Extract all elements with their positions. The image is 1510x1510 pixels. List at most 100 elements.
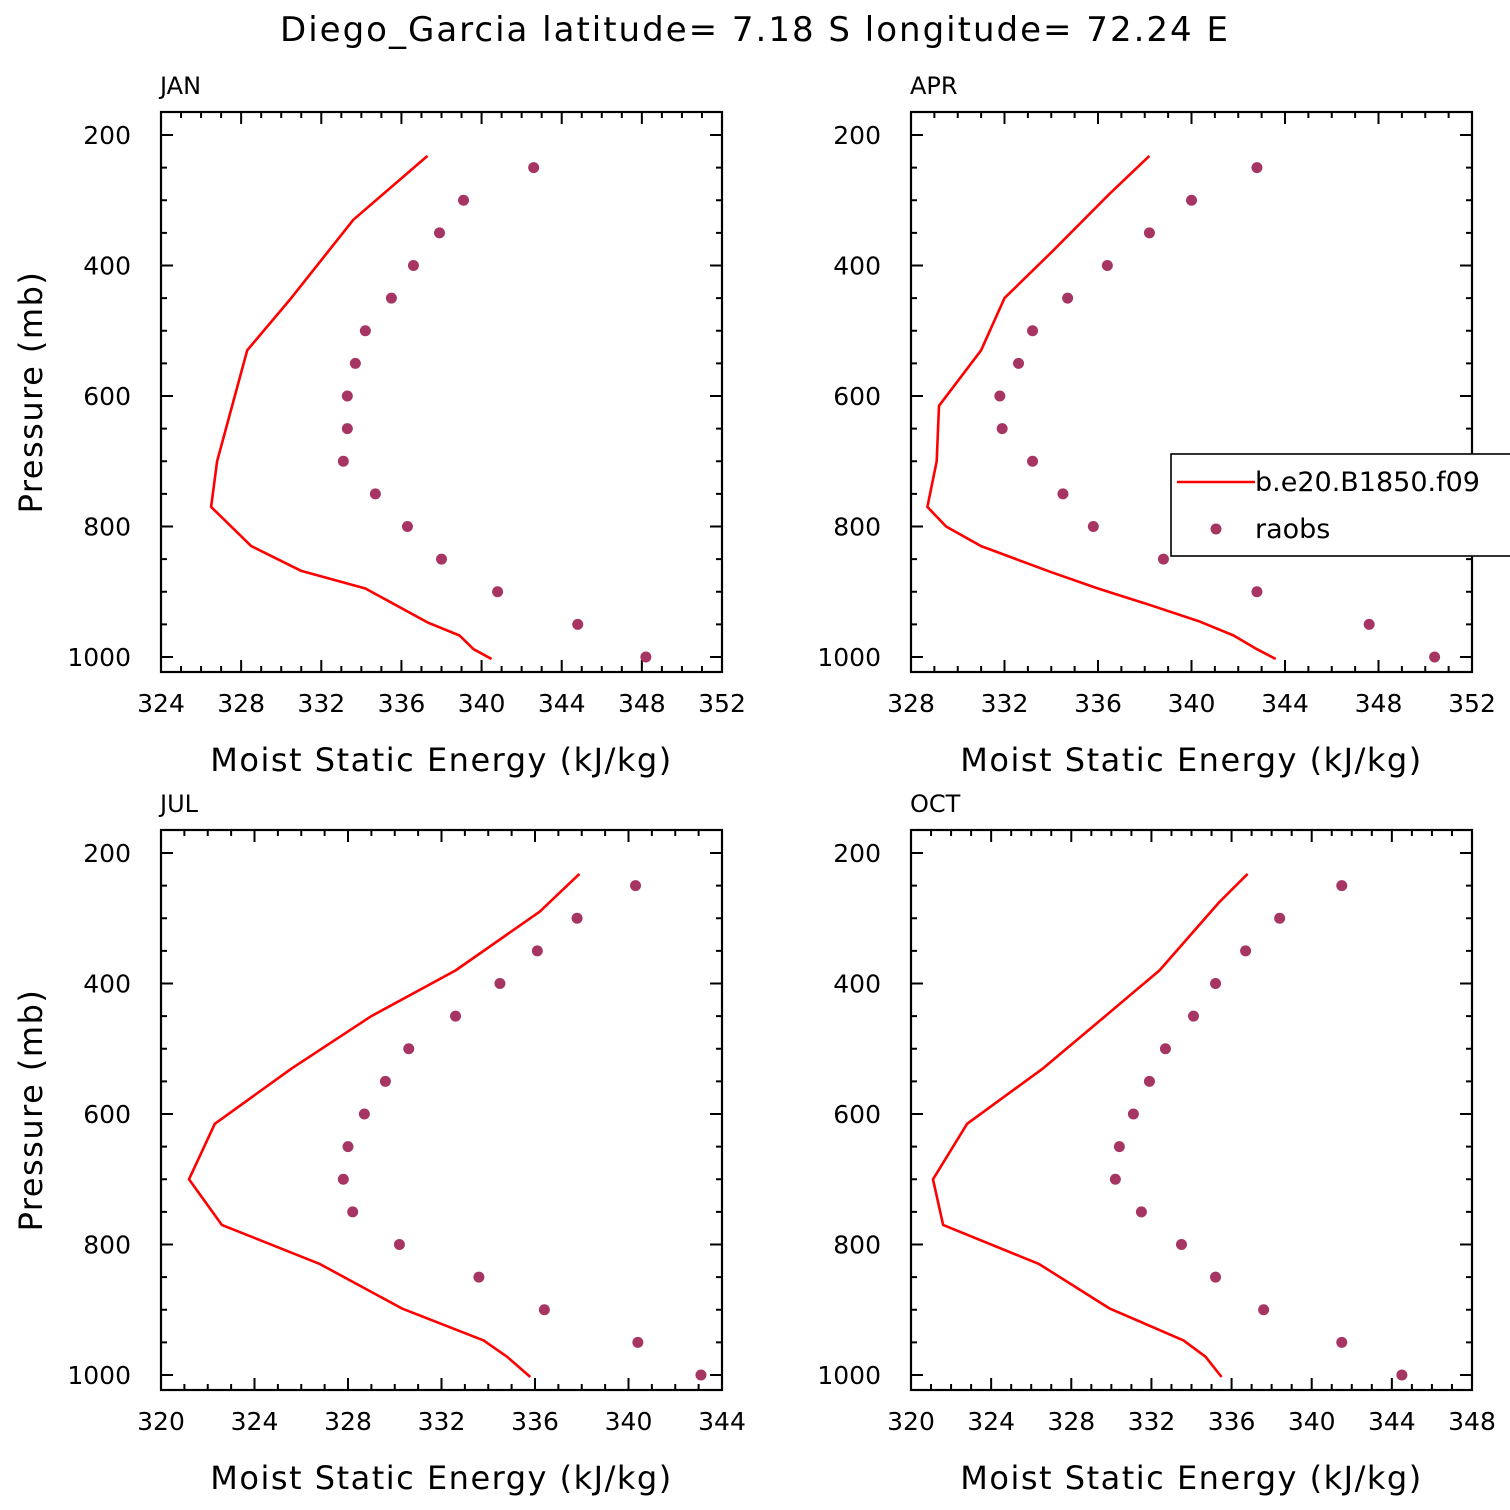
x-tick-label: 336 [511, 1407, 559, 1436]
y-tick-label: 200 [833, 839, 881, 868]
obs-point [1087, 521, 1099, 532]
model-series-line [187, 872, 581, 1378]
legend-label: raobs [1255, 514, 1330, 545]
obs-point [1135, 1206, 1147, 1218]
y-tick-label: 400 [83, 970, 131, 999]
page-title: Diego_Garcia latitude= 7.18 S longitude=… [280, 10, 1230, 50]
obs-point [538, 1304, 550, 1316]
data-layer [931, 872, 1408, 1381]
obs-point [458, 194, 470, 206]
obs-point [640, 651, 652, 663]
panel-label: APR [910, 72, 958, 100]
obs-point [1159, 1043, 1171, 1055]
data-layer [209, 154, 652, 663]
chart-panel-jan: JAN 324 328 332 336 340 344 348 352 200 400 600 800 1… [12, 72, 746, 779]
x-tick-label: 344 [698, 1407, 746, 1436]
y-tick-label: 400 [833, 252, 881, 281]
obs-point [379, 1075, 391, 1087]
y-axis-label: Pressure (mb) [12, 989, 50, 1232]
obs-point [1258, 1304, 1270, 1316]
model-series-line [926, 154, 1277, 661]
obs-point [1336, 1336, 1348, 1348]
x-axis-label: Moist Static Energy (kJ/kg) [960, 741, 1422, 779]
obs-point [695, 1369, 707, 1381]
legend-dot-swatch [1210, 523, 1222, 535]
plot-frame [159, 110, 724, 674]
obs-point [433, 227, 445, 239]
obs-point [1057, 488, 1069, 500]
obs-point [341, 390, 353, 402]
obs-point [1210, 978, 1222, 989]
y-tick-label: 400 [83, 252, 131, 281]
x-tick-label: 340 [605, 1407, 653, 1436]
x-tick-label: 332 [418, 1407, 466, 1436]
x-tick-label: 332 [297, 689, 345, 718]
panel-label: JUL [158, 790, 199, 818]
obs-point [494, 978, 506, 989]
chart-panel-apr: APR 328 332 336 340 344 348 352 200 400 600 800 1000… [817, 72, 1495, 779]
x-tick-label: 332 [1128, 1407, 1176, 1436]
y-tick-label: 1000 [817, 1361, 881, 1390]
x-axis-label: Moist Static Energy (kJ/kg) [960, 1459, 1422, 1497]
y-axis-label: Pressure (mb) [12, 271, 50, 514]
obs-point [1062, 292, 1074, 304]
obs-point [407, 260, 419, 271]
obs-point [1113, 1141, 1125, 1153]
chart-panel-jul: JUL 320 324 328 332 336 340 344 200 400 600 800 1000… [12, 790, 746, 1497]
obs-point [1143, 227, 1155, 239]
obs-point [571, 912, 583, 924]
y-tick-label: 1000 [67, 643, 131, 672]
obs-point [473, 1271, 485, 1283]
obs-point [1429, 651, 1441, 663]
obs-point [1188, 1010, 1200, 1022]
obs-point [341, 423, 353, 435]
y-tick-label: 1000 [67, 1361, 131, 1390]
plot-frame [159, 828, 724, 1392]
obs-point [450, 1010, 462, 1022]
y-tick-label: 600 [833, 1100, 881, 1129]
obs-point [1109, 1173, 1121, 1185]
x-tick-label: 328 [324, 1407, 372, 1436]
x-tick-label: 348 [1355, 689, 1403, 718]
obs-point [358, 1108, 370, 1120]
x-tick-label: 324 [967, 1407, 1015, 1436]
model-series-line [931, 872, 1249, 1378]
x-axis-label: Moist Static Energy (kJ/kg) [210, 741, 672, 779]
obs-point [1336, 880, 1348, 892]
x-tick-label: 340 [458, 689, 506, 718]
y-tick-label: 800 [833, 513, 881, 542]
obs-point [630, 880, 642, 892]
x-tick-label: 328 [887, 689, 935, 718]
y-tick-label: 200 [83, 839, 131, 868]
y-tick-label: 200 [833, 121, 881, 150]
y-tick-label: 200 [83, 121, 131, 150]
obs-point [1127, 1108, 1139, 1120]
plot-frame [909, 828, 1474, 1392]
obs-point [1274, 912, 1286, 924]
legend-box [1170, 453, 1510, 557]
obs-point [996, 423, 1008, 435]
obs-point [572, 618, 584, 630]
obs-point [1027, 455, 1039, 467]
legend-label: b.e20.B1850.f09 [1255, 467, 1480, 498]
obs-point [1240, 945, 1252, 957]
obs-point [436, 553, 447, 565]
x-axis-label: Moist Static Energy (kJ/kg) [210, 1459, 672, 1497]
obs-point [1027, 325, 1039, 337]
obs-point [393, 1239, 405, 1250]
x-tick-label: 344 [1261, 689, 1309, 718]
chart-panel-oct: OCT 320 324 328 332 336 340 344 348 200 400 600 800 1… [817, 790, 1495, 1497]
x-tick-label: 320 [137, 1407, 185, 1436]
obs-point [1186, 194, 1197, 206]
legend: b.e20.B1850.f09 raobs [1170, 453, 1510, 557]
obs-point [359, 325, 371, 337]
x-tick-label: 348 [1448, 1407, 1496, 1436]
obs-point [1101, 260, 1113, 271]
x-tick-label: 352 [1448, 689, 1496, 718]
obs-point [994, 390, 1006, 402]
y-tick-label: 600 [833, 382, 881, 411]
x-tick-label: 328 [217, 689, 265, 718]
y-tick-label: 800 [83, 1231, 131, 1260]
obs-point [1175, 1239, 1187, 1250]
